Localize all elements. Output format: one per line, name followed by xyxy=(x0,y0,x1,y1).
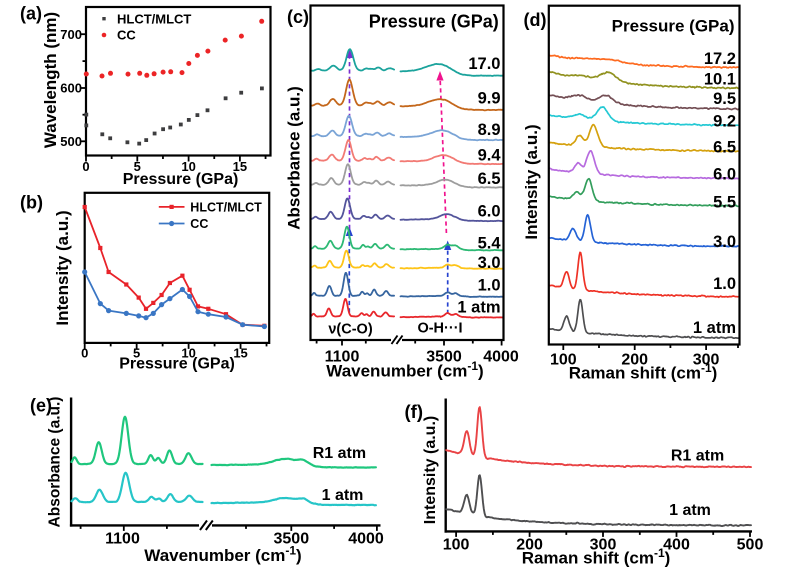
svg-text:15: 15 xyxy=(233,159,247,174)
svg-text:1 atm: 1 atm xyxy=(322,487,364,504)
svg-text:Intensity (a.u.): Intensity (a.u.) xyxy=(53,210,72,325)
svg-text:5.5: 5.5 xyxy=(713,193,736,211)
svg-text:4000: 4000 xyxy=(483,348,519,365)
svg-text:R1 atm: R1 atm xyxy=(671,447,724,464)
svg-text:1.0: 1.0 xyxy=(478,276,501,294)
svg-text:1 atm: 1 atm xyxy=(669,502,711,519)
svg-text:3500: 3500 xyxy=(274,530,310,547)
svg-text:HLCT/MLCT: HLCT/MLCT xyxy=(117,11,191,26)
svg-text:10.1: 10.1 xyxy=(704,71,736,89)
svg-text:1100: 1100 xyxy=(325,348,360,365)
svg-text:3.0: 3.0 xyxy=(713,233,736,251)
svg-text:6.0: 6.0 xyxy=(478,202,501,220)
svg-text:3500: 3500 xyxy=(426,348,462,365)
svg-text:1.0: 1.0 xyxy=(713,275,736,293)
svg-text:HLCT/MLCT: HLCT/MLCT xyxy=(190,200,262,214)
svg-text:0: 0 xyxy=(81,346,88,361)
svg-text:(a): (a) xyxy=(20,4,42,24)
svg-text:1 atm: 1 atm xyxy=(693,319,736,337)
svg-text:6.0: 6.0 xyxy=(713,166,736,184)
svg-text:200: 200 xyxy=(621,351,648,368)
svg-text:Absorbance (a.u.): Absorbance (a.u.) xyxy=(285,86,304,230)
svg-text:(e): (e) xyxy=(30,396,52,416)
svg-text:Intensity (a.u.): Intensity (a.u.) xyxy=(422,416,439,524)
svg-text:Pressure (GPa): Pressure (GPa) xyxy=(369,11,499,31)
svg-text:400: 400 xyxy=(663,537,690,554)
svg-text:Absorbance (a.u.): Absorbance (a.u.) xyxy=(47,397,64,528)
svg-text:(b): (b) xyxy=(20,193,43,213)
svg-text:Pressure (GPa): Pressure (GPa) xyxy=(119,356,235,373)
svg-text:(d): (d) xyxy=(524,10,547,30)
svg-text:5: 5 xyxy=(133,346,140,361)
svg-text:(f): (f) xyxy=(405,401,423,422)
svg-text:CC: CC xyxy=(190,217,208,231)
svg-text:Raman shift (cm-1): Raman shift (cm-1) xyxy=(522,546,671,567)
svg-text:ν(C-O): ν(C-O) xyxy=(328,322,372,338)
svg-text:9.9: 9.9 xyxy=(478,90,501,108)
svg-text:9.5: 9.5 xyxy=(713,90,736,108)
svg-text:5: 5 xyxy=(134,159,141,174)
svg-text:CC: CC xyxy=(117,28,136,43)
svg-text:1100: 1100 xyxy=(105,530,140,547)
svg-text:10: 10 xyxy=(181,346,195,361)
svg-text:Wavenumber (cm-1): Wavenumber (cm-1) xyxy=(144,544,301,566)
svg-text:300: 300 xyxy=(590,537,617,554)
svg-text:17.0: 17.0 xyxy=(468,55,500,73)
svg-text:200: 200 xyxy=(516,537,543,554)
svg-text:8.9: 8.9 xyxy=(478,121,501,139)
svg-text:Pressure (GPa): Pressure (GPa) xyxy=(612,17,735,36)
svg-text:1 atm: 1 atm xyxy=(457,299,500,317)
svg-text:17.2: 17.2 xyxy=(704,50,736,68)
svg-text:5.4: 5.4 xyxy=(478,234,502,252)
svg-text:Pressure (GPa): Pressure (GPa) xyxy=(123,171,239,188)
svg-text:6.5: 6.5 xyxy=(713,138,736,156)
svg-text:6.5: 6.5 xyxy=(478,170,501,188)
svg-text:O-H···I: O-H···I xyxy=(417,321,462,337)
svg-text:15: 15 xyxy=(233,346,247,361)
svg-text:10: 10 xyxy=(181,159,195,174)
svg-text:3.0: 3.0 xyxy=(478,254,501,272)
svg-text:Raman shift (cm-1): Raman shift (cm-1) xyxy=(569,361,718,383)
svg-text:Intensity (a.u.): Intensity (a.u.) xyxy=(522,124,541,239)
svg-text:100: 100 xyxy=(550,351,577,368)
svg-text:500: 500 xyxy=(60,134,82,149)
svg-text:Wavenumber (cm-1): Wavenumber (cm-1) xyxy=(326,359,483,381)
svg-text:600: 600 xyxy=(60,81,82,96)
svg-text:500: 500 xyxy=(737,537,764,554)
svg-text:(c): (c) xyxy=(287,7,309,27)
svg-text:9.4: 9.4 xyxy=(478,147,502,165)
svg-text:9.2: 9.2 xyxy=(713,113,736,131)
svg-text:700: 700 xyxy=(60,27,82,42)
svg-text:300: 300 xyxy=(693,351,720,368)
svg-text:R1 atm: R1 atm xyxy=(313,445,366,462)
svg-text:100: 100 xyxy=(443,537,470,554)
svg-text:Wavelength (nm): Wavelength (nm) xyxy=(41,12,60,148)
svg-text:0: 0 xyxy=(82,159,89,174)
svg-text:4000: 4000 xyxy=(348,530,384,547)
